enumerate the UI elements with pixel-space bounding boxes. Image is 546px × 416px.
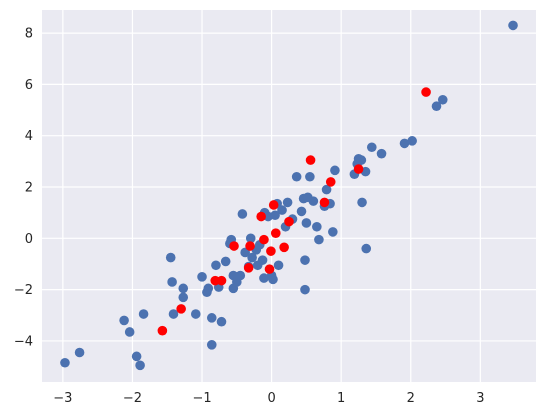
scatter-point	[124, 327, 135, 337]
x-tick-label: −2	[123, 391, 142, 406]
scatter-point	[264, 264, 275, 274]
scatter-point	[216, 316, 227, 327]
scatter-point	[220, 256, 231, 267]
scatter-point	[270, 228, 281, 238]
scatter-point	[247, 252, 257, 263]
scatter-point	[376, 148, 387, 159]
scatter-point	[273, 260, 284, 271]
scatter-point	[178, 283, 189, 294]
scatter-point	[176, 304, 186, 314]
scatter-point	[300, 284, 310, 295]
scatter-point	[138, 309, 149, 319]
scatter-point	[361, 243, 372, 254]
scatter-point	[305, 155, 316, 165]
scatter-point	[157, 325, 168, 336]
scatter-point	[300, 255, 310, 265]
scatter-point	[328, 227, 338, 237]
scatter-point	[296, 206, 307, 217]
scatter-point	[245, 233, 256, 244]
scatter-point	[305, 171, 315, 182]
y-tick-label: 4	[25, 129, 33, 144]
y-tick-label: 8	[25, 27, 33, 42]
scatter-point	[243, 263, 254, 273]
x-tick-label: −1	[192, 391, 211, 406]
scatter-point	[308, 196, 319, 206]
scatter-point	[356, 155, 367, 165]
y-tick-label: 0	[25, 232, 33, 247]
scatter-point	[277, 205, 287, 215]
scatter-point	[206, 313, 217, 323]
gridlines	[42, 10, 536, 382]
scatter-point	[131, 351, 142, 362]
scatter-point	[268, 274, 278, 285]
x-tick-label: 0	[267, 391, 275, 406]
scatter-point	[319, 197, 330, 208]
scatter-point	[235, 270, 246, 281]
scatter-point	[259, 234, 269, 245]
scatter-point	[259, 273, 269, 283]
data-points	[60, 20, 518, 371]
scatter-point	[216, 275, 227, 286]
y-tick-label: −2	[14, 283, 33, 298]
scatter-point	[284, 216, 294, 227]
scatter-point	[301, 218, 312, 228]
scatter-point	[314, 234, 324, 245]
y-tick-label: −4	[14, 334, 33, 349]
scatter-point	[190, 309, 201, 319]
scatter-point	[279, 242, 289, 253]
scatter-point	[211, 260, 221, 271]
scatter-point	[197, 272, 207, 282]
scatter-point	[431, 101, 442, 112]
plot-area	[42, 10, 536, 382]
scatter-point	[270, 210, 280, 221]
tick-labels: −3 −2 −1 0 1 2 3 −4 −2 0 2 4 6 8	[14, 27, 485, 406]
x-tick-label: 3	[476, 391, 484, 406]
scatter-point	[206, 340, 217, 350]
scatter-point	[229, 241, 239, 251]
scatter-point	[268, 200, 279, 210]
scatter-point	[165, 252, 176, 263]
scatter-point	[119, 315, 129, 326]
x-tick-label: 2	[407, 391, 415, 406]
scatter-point	[135, 360, 145, 371]
scatter-point	[312, 221, 322, 232]
x-tick-label: 1	[337, 391, 345, 406]
series-1	[157, 87, 431, 336]
scatter-point	[399, 138, 410, 149]
scatter-point	[257, 255, 268, 265]
scatter-point	[266, 246, 276, 256]
scatter-point	[203, 283, 214, 294]
x-tick-label: −3	[53, 391, 72, 406]
scatter-point	[366, 142, 377, 153]
scatter-point	[353, 164, 364, 174]
scatter-point	[357, 197, 367, 208]
scatter-point	[60, 357, 70, 368]
scatter-point	[325, 177, 336, 187]
scatter-point	[330, 165, 340, 176]
y-tick-label: 2	[25, 181, 33, 196]
scatter-point	[282, 197, 293, 208]
scatter-point	[237, 209, 248, 219]
scatter-point	[508, 20, 518, 31]
scatter-point	[291, 171, 302, 182]
scatter-point	[421, 87, 431, 97]
scatter-point	[321, 184, 332, 195]
scatter-point	[167, 277, 177, 287]
scatter-point	[245, 241, 255, 251]
scatter-point	[178, 292, 189, 303]
scatter-point	[407, 136, 417, 146]
scatter-point	[168, 309, 179, 319]
scatter-point	[437, 94, 448, 105]
scatter-point	[74, 347, 85, 358]
scatter-point	[256, 211, 266, 222]
y-tick-label: 6	[25, 78, 33, 93]
